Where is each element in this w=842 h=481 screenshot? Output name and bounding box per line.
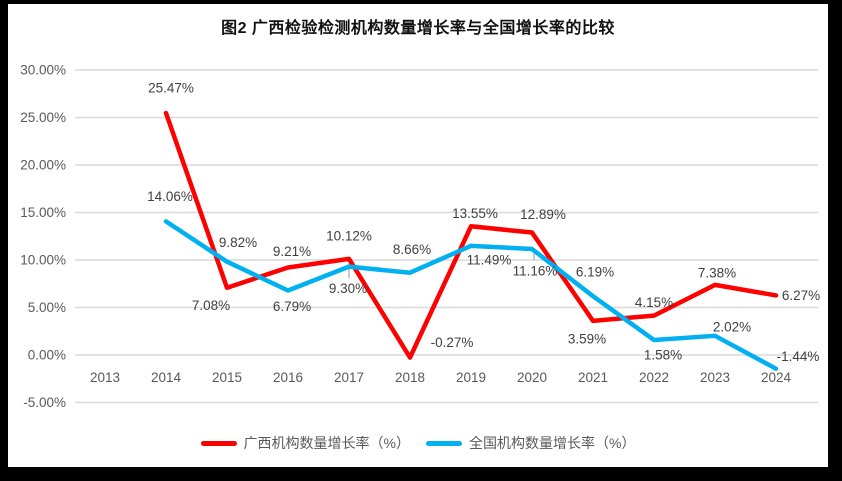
x-axis-tick-label: 2016 bbox=[273, 370, 303, 385]
data-label-guangxi: 9.21% bbox=[273, 244, 311, 259]
chart-legend: 广西机构数量增长率（%） 全国机构数量增长率（%） bbox=[8, 432, 828, 454]
data-label-guangxi: 12.89% bbox=[520, 207, 566, 222]
legend-label-national: 全国机构数量增长率（%） bbox=[469, 435, 636, 451]
x-axis-tick-label: 2015 bbox=[212, 370, 242, 385]
data-label-national: 11.16% bbox=[513, 263, 558, 278]
data-label-guangxi: -0.27% bbox=[431, 335, 474, 350]
data-label-guangxi: 7.38% bbox=[698, 265, 736, 280]
data-label-national: 1.58% bbox=[644, 347, 682, 362]
data-label-national: 8.66% bbox=[393, 242, 431, 257]
data-label-guangxi: 3.59% bbox=[568, 331, 606, 346]
data-label-guangxi: 25.47% bbox=[148, 81, 194, 96]
series-line-national bbox=[163, 219, 779, 371]
data-label-national: 11.49% bbox=[467, 252, 512, 267]
y-axis-tick-label: 5.00% bbox=[28, 300, 66, 315]
legend-line-swatch-national bbox=[426, 440, 462, 446]
data-label-national: 9.30% bbox=[329, 281, 367, 296]
x-axis-tick-label: 2017 bbox=[334, 370, 364, 385]
y-axis-tick-label: 10.00% bbox=[20, 253, 66, 268]
data-label-national: 14.06% bbox=[147, 189, 193, 204]
y-axis-tick-label: 0.00% bbox=[28, 348, 66, 363]
series-line-guangxi bbox=[163, 110, 779, 360]
chart-title: 图2 广西检验检测机构数量增长率与全国增长率的比较 bbox=[221, 20, 615, 37]
data-label-national: 6.79% bbox=[273, 299, 311, 314]
x-axis-tick-label: 2023 bbox=[700, 370, 730, 385]
y-axis-tick-label: 20.00% bbox=[20, 158, 66, 173]
legend-line-swatch-guangxi bbox=[200, 440, 237, 446]
legend-item-guangxi: 广西机构数量增长率（%） bbox=[200, 433, 410, 453]
x-axis-tick-label: 2018 bbox=[395, 370, 425, 385]
data-label-guangxi: 10.12% bbox=[326, 228, 372, 243]
data-label-national: -1.44% bbox=[777, 349, 820, 364]
data-label-guangxi: 7.08% bbox=[192, 298, 230, 313]
data-label-national: 6.19% bbox=[576, 265, 614, 280]
x-axis-tick-label: 2013 bbox=[90, 370, 120, 385]
data-label-national: 2.02% bbox=[713, 319, 751, 334]
y-axis-tick-label: 30.00% bbox=[20, 63, 66, 78]
x-axis-tick-label: 2020 bbox=[517, 370, 547, 385]
data-label-guangxi: 4.15% bbox=[635, 295, 673, 310]
y-axis-tick-label: 25.00% bbox=[20, 110, 66, 125]
x-axis-tick-label: 2019 bbox=[456, 370, 486, 385]
y-axis-tick-label: 15.00% bbox=[20, 205, 66, 220]
legend-label-guangxi: 广西机构数量增长率（%） bbox=[243, 435, 410, 451]
legend-item-national: 全国机构数量增长率（%） bbox=[426, 433, 635, 453]
chart-background bbox=[8, 4, 828, 467]
data-label-national: 9.82% bbox=[219, 235, 257, 250]
x-axis-tick-label: 2014 bbox=[151, 370, 182, 385]
x-axis-tick-label: 2022 bbox=[639, 370, 669, 385]
y-axis-tick-label: -5.00% bbox=[23, 395, 66, 410]
data-label-guangxi: 6.27% bbox=[782, 288, 820, 303]
x-axis-tick-label: 2024 bbox=[761, 370, 792, 385]
x-axis-tick-label: 2021 bbox=[578, 370, 608, 385]
data-label-guangxi: 13.55% bbox=[452, 206, 498, 221]
